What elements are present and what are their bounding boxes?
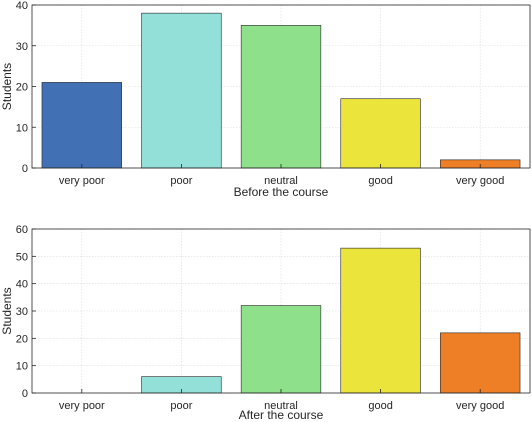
bar-neutral [240, 25, 322, 169]
x-tick-label: very good [456, 175, 504, 187]
y-tick-label: 10 [16, 361, 28, 373]
bar-good [340, 98, 421, 169]
y-tick-label: 30 [16, 41, 28, 53]
x-tick-label: good [368, 175, 392, 187]
x-axis-label: Before the course [234, 185, 329, 199]
bar-good [340, 247, 421, 394]
y-tick-label: 0 [22, 163, 28, 175]
x-tick-label: neutral [264, 175, 298, 187]
x-axis-label: After the course [239, 408, 324, 422]
y-tick-label: 0 [22, 388, 28, 400]
x-tick-label: neutral [264, 400, 298, 412]
x-tick-label: very poor [59, 175, 105, 187]
y-axis-label: Students [0, 287, 14, 334]
chart-after-course: 0 10 20 30 40 50 60 very poor poor neutral good ver… [0, 224, 531, 422]
bar-poor [141, 12, 222, 169]
x-tick-label: poor [170, 400, 192, 412]
y-axis-label: Students [0, 63, 14, 110]
bar-very-good [440, 332, 521, 394]
x-tick-label: poor [170, 175, 192, 187]
x-tick-label: very good [456, 400, 504, 412]
bar-very-poor [41, 82, 122, 169]
x-tick-label: very poor [59, 400, 105, 412]
y-tick-label: 40 [16, 0, 28, 12]
chart-before-course: 0 10 20 30 40 very poor poor neutral good very go… [0, 0, 531, 199]
bar-neutral [240, 305, 322, 394]
y-tick-label: 30 [16, 306, 28, 318]
y-tick-label: 40 [16, 279, 28, 291]
y-tick-label: 10 [16, 122, 28, 134]
y-tick-label: 60 [16, 224, 28, 236]
x-tick-label: good [368, 400, 392, 412]
y-tick-label: 20 [16, 333, 28, 345]
y-tick-label: 20 [16, 82, 28, 94]
y-tick-label: 50 [16, 251, 28, 263]
